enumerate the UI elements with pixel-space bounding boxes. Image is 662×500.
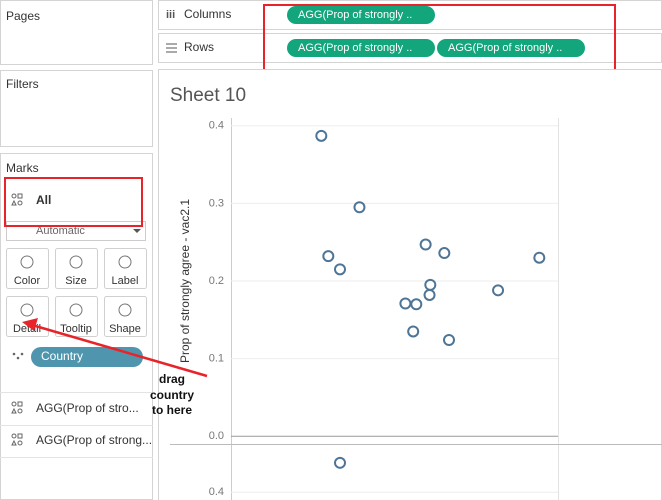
country-row: Country — [12, 347, 143, 367]
columns-label: Columns — [184, 7, 231, 21]
mark-button[interactable] — [104, 248, 147, 289]
scatter-point — [407, 325, 420, 338]
scatter-point — [438, 247, 451, 260]
scatter-point — [492, 284, 505, 297]
button-icon — [118, 303, 132, 317]
highlight-all — [4, 177, 143, 227]
plot: 0.0 0.1 0.2 0.3 0.4 0.4 — [209, 120, 558, 498]
annotation-text: country — [150, 388, 194, 402]
rows-icon — [166, 43, 177, 53]
button-icon — [69, 303, 83, 317]
rows-pill[interactable] — [287, 39, 435, 57]
rows-pill-text: AGG(Prop of strongly .. — [448, 42, 562, 54]
scatter-point — [353, 201, 366, 214]
button-icon — [20, 255, 34, 269]
pages-pane — [0, 0, 153, 65]
filters-pane — [0, 70, 153, 147]
rows-pill-text: AGG(Prop of strongly .. — [298, 42, 412, 54]
mark-button-label: Shape — [109, 323, 141, 335]
columns-pill[interactable] — [287, 6, 435, 24]
scatter-point — [423, 288, 436, 301]
scatter-point — [419, 238, 432, 251]
y-tick-label: 0.1 — [209, 353, 224, 365]
columns-icon: iii — [166, 9, 175, 21]
field-row[interactable]: AGG(Prop of stro... — [36, 401, 139, 415]
mark-button-label: Tooltip — [60, 323, 92, 335]
all-icon — [11, 193, 23, 206]
scatter-point — [334, 263, 346, 276]
button-icon — [118, 255, 132, 269]
country-pill-text: Country — [41, 349, 83, 363]
y-axis-title: Prop of strongly agree - vac2.1 — [178, 199, 192, 363]
columns-pill-text: AGG(Prop of strongly .. — [298, 9, 412, 21]
button-icon — [20, 303, 34, 317]
rows-label: Rows — [184, 40, 214, 54]
y-tick-label: 0.3 — [209, 197, 224, 209]
y-tick-label: 0.2 — [209, 275, 224, 287]
mark-button-label: Size — [65, 275, 86, 287]
mark-type: Automatic — [36, 225, 85, 237]
country-pill[interactable] — [31, 347, 143, 367]
button-icon — [69, 255, 83, 269]
scatter-point — [410, 298, 423, 311]
dropdown-arrow — [133, 229, 141, 233]
mark-button[interactable] — [104, 296, 147, 337]
annotation-text: drag — [159, 372, 185, 386]
filters-label: Filters — [6, 77, 39, 91]
field-icon — [11, 433, 23, 446]
mark-button[interactable] — [6, 248, 49, 289]
mark-button[interactable] — [55, 248, 98, 289]
y-tick-label: 0.4 — [209, 486, 224, 498]
mark-button-label: Label — [112, 275, 139, 287]
marks-title: Marks — [6, 161, 39, 175]
annotation-arrow — [22, 318, 208, 378]
y-tick-label: 0.0 — [209, 430, 224, 442]
scatter-point — [315, 129, 328, 142]
scatter-point — [334, 456, 346, 469]
sheet — [158, 69, 662, 500]
marks-card[interactable]: All — [36, 193, 51, 207]
mark-button-label: Color — [14, 275, 41, 287]
rows-pill[interactable] — [437, 39, 585, 57]
scatter-point — [322, 250, 335, 263]
field-row[interactable]: AGG(Prop of strong... — [36, 433, 152, 447]
scatter-point — [443, 333, 455, 346]
field-icon — [11, 401, 23, 414]
y-tick-label: 0.4 — [209, 120, 224, 132]
scatter-point — [533, 251, 546, 264]
pages-label: Pages — [6, 9, 40, 23]
mark-button[interactable] — [55, 296, 98, 337]
annotation-text: to here — [152, 403, 192, 417]
sheet-title: Sheet 10 — [170, 85, 246, 106]
